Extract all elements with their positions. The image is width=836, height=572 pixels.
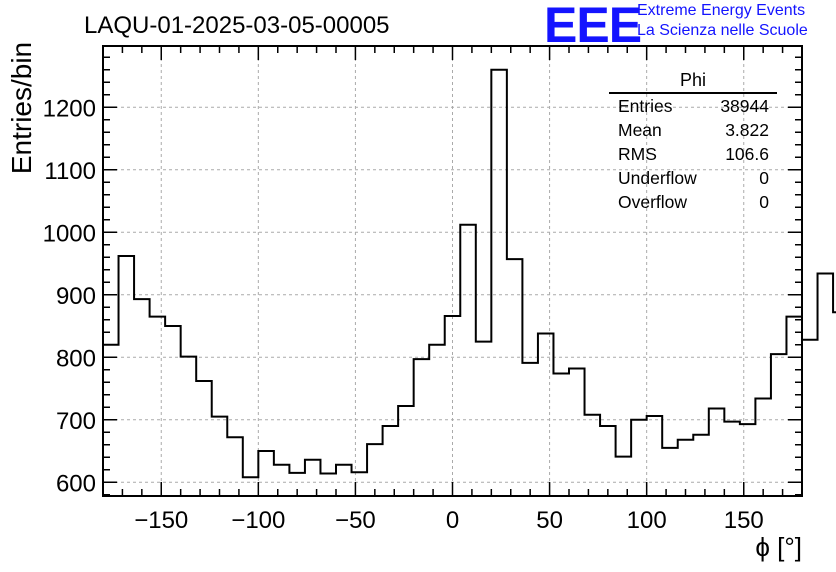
y-axis-label: Entries/bin xyxy=(6,41,37,175)
chart-title: LAQU-01-2025-03-05-00005 xyxy=(84,12,390,39)
stats-box-title: Phi xyxy=(609,70,777,94)
stats-value: 38944 xyxy=(720,96,769,116)
x-tick-label: 50 xyxy=(536,507,563,534)
x-tick-label: 150 xyxy=(724,507,764,534)
x-axis-label: ϕ [°] xyxy=(755,532,802,562)
stats-label: Mean xyxy=(618,120,662,140)
y-tick-label: 900 xyxy=(56,283,96,310)
stats-label: Entries xyxy=(618,96,673,116)
grid-lines xyxy=(103,46,802,496)
stats-label: RMS xyxy=(618,144,657,164)
stats-row-mean: Mean 3.822 xyxy=(609,118,777,142)
y-tick-label: 1000 xyxy=(43,220,96,247)
logo-line-2: La Scienza nelle Scuole xyxy=(637,22,808,39)
stats-label: Overflow xyxy=(618,192,688,212)
axis-ticks xyxy=(102,46,803,496)
x-tick-label: 0 xyxy=(446,507,459,534)
x-tick-label: −150 xyxy=(134,507,188,534)
stats-row-rms: RMS 106.6 xyxy=(609,142,777,166)
y-tick-label: 700 xyxy=(56,408,96,435)
logo-line-1: Extreme Energy Events xyxy=(637,2,806,19)
stats-label: Underflow xyxy=(618,168,697,188)
x-tick-label: −100 xyxy=(231,507,285,534)
y-tick-label: 1200 xyxy=(43,95,96,122)
y-tick-label: 1100 xyxy=(44,158,96,185)
histogram-line xyxy=(103,68,836,479)
x-tick-label: 100 xyxy=(627,507,667,534)
stats-value: 0 xyxy=(759,192,769,212)
stats-box: Phi Entries 38944 Mean 3.822 RMS 106.6 U… xyxy=(609,70,777,214)
stats-value: 106.6 xyxy=(725,144,769,164)
y-tick-label: 600 xyxy=(56,470,96,497)
stats-value: 3.822 xyxy=(725,120,769,140)
y-tick-label: 800 xyxy=(56,345,96,372)
stats-row-underflow: Underflow 0 xyxy=(609,166,777,190)
histogram-series xyxy=(103,68,836,479)
stats-row-overflow: Overflow 0 xyxy=(609,190,777,214)
x-tick-label: −50 xyxy=(335,507,376,534)
stats-row-entries: Entries 38944 xyxy=(609,94,777,118)
tick-labels: −150 −100 −50 0 50 100 150 600 700 800 900 1000 1100… xyxy=(43,95,764,534)
eee-logo: EEE xyxy=(544,0,642,53)
stats-value: 0 xyxy=(759,168,769,188)
